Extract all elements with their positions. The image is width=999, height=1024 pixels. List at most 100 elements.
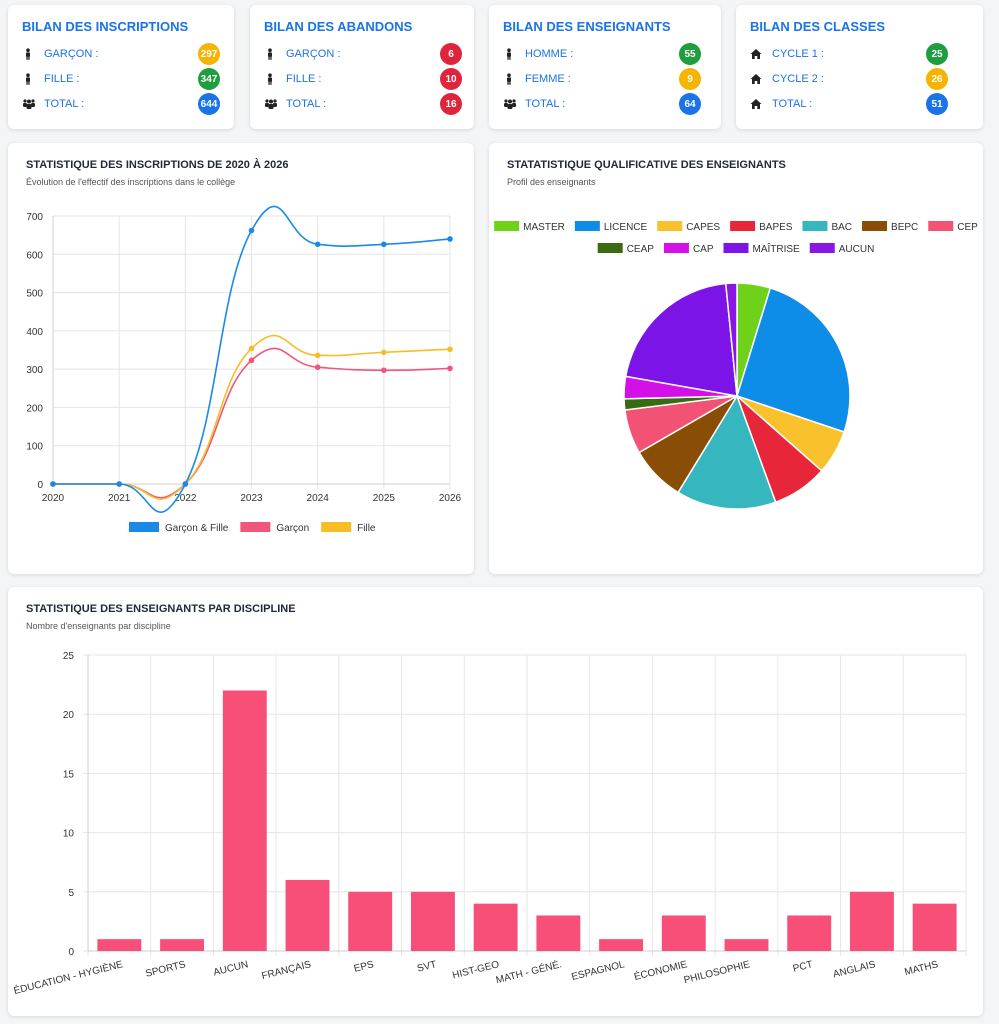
x-tick-label: FRANÇAIS bbox=[261, 959, 313, 982]
bar-chart-card: STATISTIQUE DES ENSEIGNANTS PAR DISCIPLI… bbox=[8, 587, 983, 1016]
legend-swatch bbox=[240, 522, 271, 532]
legend-label: CEAP bbox=[627, 244, 655, 255]
bar bbox=[473, 903, 518, 951]
stat-label: HOMME : bbox=[525, 48, 574, 60]
legend-swatch bbox=[597, 243, 623, 253]
x-tick-label: 2021 bbox=[108, 493, 131, 504]
data-point bbox=[116, 481, 122, 487]
y-tick-label: 0 bbox=[37, 480, 43, 491]
y-tick-label: 5 bbox=[68, 888, 74, 899]
line-chart-card: STATISTIQUE DES INSCRIPTIONS DE 2020 À 2… bbox=[8, 143, 474, 574]
female-icon bbox=[264, 73, 278, 85]
legend-swatch bbox=[321, 522, 352, 532]
count-badge: 9 bbox=[679, 68, 701, 90]
legend-swatch bbox=[730, 221, 756, 231]
data-point bbox=[182, 481, 189, 487]
stat-row: CYCLE 1 : 25 bbox=[750, 43, 948, 65]
stat-row: TOTAL : 16 bbox=[264, 93, 462, 115]
bar bbox=[724, 939, 769, 951]
x-tick-label: EPS bbox=[353, 959, 375, 975]
legend-label: CAP bbox=[693, 244, 714, 255]
data-point bbox=[381, 367, 387, 374]
legend-label: CAPES bbox=[686, 222, 720, 233]
legend-label: AUCUN bbox=[839, 244, 875, 255]
stat-row: GARÇON : 6 bbox=[264, 43, 462, 65]
count-badge: 644 bbox=[198, 93, 220, 115]
chart-subtitle: Profil des enseignants bbox=[507, 177, 596, 187]
stat-row: FILLE : 347 bbox=[22, 68, 220, 90]
stat-row: CYCLE 2 : 26 bbox=[750, 68, 948, 90]
y-tick-label: 10 bbox=[63, 829, 75, 840]
bar bbox=[160, 939, 205, 951]
legend-row: MASTER LICENCE CAPES BAPES BAC BEPC CEP bbox=[494, 221, 978, 233]
x-tick-label: 2022 bbox=[174, 493, 197, 504]
legend-swatch bbox=[928, 221, 954, 231]
count-badge: 64 bbox=[679, 93, 701, 115]
bar bbox=[222, 690, 267, 951]
stat-label: FEMME : bbox=[525, 73, 571, 85]
x-tick-label: HIST-GEO bbox=[451, 959, 500, 981]
legend-row: CEAP CAP MAÎTRISE AUCUN bbox=[597, 242, 875, 255]
x-tick-label: ANGLAIS bbox=[832, 959, 877, 980]
pie-chart: MASTER LICENCE CAPES BAPES BAC BEPC CEP CEAP CAP… bbox=[494, 221, 978, 510]
stat-row: GARÇON : 297 bbox=[22, 43, 220, 65]
legend-swatch bbox=[723, 243, 749, 253]
x-tick-label: ESPAGNOL bbox=[570, 959, 626, 983]
stat-card-title: BILAN DES CLASSES bbox=[750, 19, 886, 34]
stat-card-inscriptions: BILAN DES INSCRIPTIONS GARÇON : 297 FILL… bbox=[8, 5, 234, 129]
bar bbox=[599, 939, 644, 951]
chart-title: STATISTIQUE DES ENSEIGNANTS PAR DISCIPLI… bbox=[26, 603, 296, 615]
pie-slice bbox=[677, 394, 777, 510]
bar bbox=[787, 915, 832, 951]
x-tick-label: SVT bbox=[416, 959, 438, 974]
count-badge: 26 bbox=[926, 68, 948, 90]
y-tick-label: 300 bbox=[26, 365, 43, 376]
stat-label: TOTAL : bbox=[44, 98, 85, 110]
stat-card-title: BILAN DES INSCRIPTIONS bbox=[22, 19, 189, 34]
home-icon bbox=[750, 73, 764, 85]
stat-row: TOTAL : 644 bbox=[22, 93, 220, 115]
y-tick-label: 700 bbox=[26, 212, 43, 223]
stat-label: FILLE : bbox=[286, 73, 322, 85]
count-badge: 10 bbox=[440, 68, 462, 90]
legend-label: MAÎTRISE bbox=[753, 242, 801, 255]
series-line bbox=[52, 205, 451, 513]
y-tick-label: 400 bbox=[26, 327, 43, 338]
x-tick-label: MATHS bbox=[903, 959, 939, 978]
home-icon bbox=[750, 98, 764, 110]
data-point bbox=[314, 241, 321, 248]
y-tick-label: 100 bbox=[26, 442, 43, 453]
bar bbox=[97, 939, 142, 951]
y-tick-label: 25 bbox=[63, 651, 75, 662]
stat-label: GARÇON : bbox=[286, 48, 341, 60]
data-point bbox=[381, 349, 387, 356]
x-tick-label: 2020 bbox=[42, 493, 65, 504]
stat-label: CYCLE 2 : bbox=[772, 73, 824, 85]
legend-swatch bbox=[657, 221, 683, 231]
legend-swatch bbox=[129, 522, 159, 532]
male-icon bbox=[503, 48, 517, 60]
count-badge: 25 bbox=[926, 43, 948, 65]
legend-label: MASTER bbox=[523, 222, 565, 233]
bar bbox=[410, 891, 455, 951]
group-icon bbox=[22, 98, 36, 110]
legend-label: Garçon & Fille bbox=[165, 523, 229, 534]
y-tick-label: 20 bbox=[63, 710, 75, 721]
stat-card-abandons: BILAN DES ABANDONS GARÇON : 6 FILLE : 10… bbox=[250, 5, 474, 129]
count-badge: 347 bbox=[198, 68, 220, 90]
legend-label: CEP bbox=[957, 222, 978, 233]
legend-swatch bbox=[574, 221, 600, 231]
chart-subtitle: Nombre d'enseignants par discipline bbox=[26, 621, 171, 631]
stat-row: FEMME : 9 bbox=[503, 68, 701, 90]
legend-swatch bbox=[663, 243, 689, 253]
stat-card-title: BILAN DES ENSEIGNANTS bbox=[503, 19, 671, 34]
y-tick-label: 0 bbox=[68, 947, 74, 958]
stat-card-classes: BILAN DES CLASSES CYCLE 1 : 25 CYCLE 2 :… bbox=[736, 5, 983, 129]
data-point bbox=[314, 364, 321, 371]
legend-label: LICENCE bbox=[604, 222, 648, 233]
x-tick-label: PHILOSOPHIE bbox=[683, 959, 752, 986]
stat-row: FILLE : 10 bbox=[264, 68, 462, 90]
count-badge: 55 bbox=[679, 43, 701, 65]
chart-subtitle: Évolution de l'effectif des inscriptions… bbox=[26, 177, 236, 187]
stat-row: TOTAL : 51 bbox=[750, 93, 948, 115]
